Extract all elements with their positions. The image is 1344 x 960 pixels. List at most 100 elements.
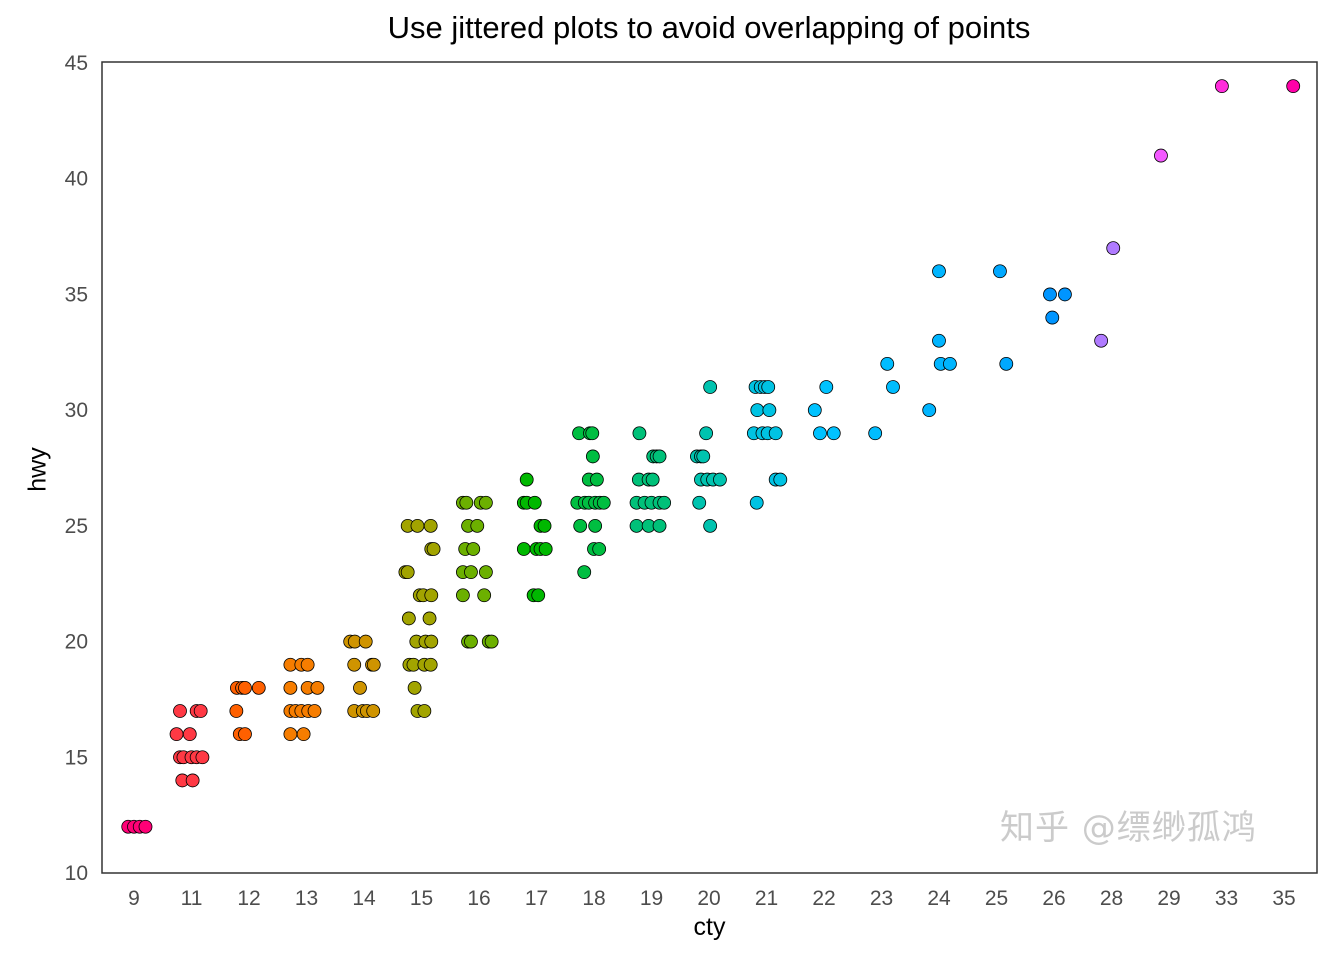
data-point (577, 565, 592, 580)
y-tick-label: 45 (65, 52, 88, 75)
y-tick-label: 30 (65, 399, 88, 422)
data-point (886, 380, 900, 394)
y-tick-label: 20 (65, 631, 88, 654)
data-point (1106, 241, 1121, 256)
x-tick-label: 9 (128, 887, 140, 910)
data-point (807, 403, 822, 418)
data-point (1094, 333, 1109, 348)
data-point (426, 542, 441, 556)
data-point (466, 542, 481, 556)
x-axis-label: cty (693, 913, 726, 941)
data-point (283, 680, 298, 695)
data-point (195, 750, 210, 765)
data-point (478, 565, 493, 580)
data-point (761, 380, 776, 394)
data-point (138, 819, 153, 834)
x-tick-label: 16 (467, 887, 490, 910)
data-point (519, 472, 534, 487)
data-point (585, 449, 600, 464)
y-tick-label: 25 (65, 515, 88, 538)
data-point (307, 704, 322, 718)
x-tick-label: 29 (1157, 887, 1180, 910)
data-point (424, 588, 439, 603)
data-point (358, 634, 373, 649)
data-point (353, 680, 367, 695)
data-point (826, 426, 841, 441)
data-point (1215, 79, 1229, 94)
panel-border (101, 61, 1318, 874)
data-point (1043, 287, 1057, 302)
data-point (773, 472, 788, 487)
y-tick-label: 15 (65, 746, 88, 769)
data-point (750, 403, 765, 418)
x-tick-label: 26 (1042, 887, 1065, 910)
x-tick-label: 15 (410, 887, 433, 910)
data-point (169, 727, 184, 742)
data-point (932, 333, 946, 348)
data-point (423, 657, 438, 672)
watermark: 知乎 @缥缈孤鸿 (1000, 808, 1257, 848)
data-point (943, 356, 957, 371)
data-point (585, 426, 600, 441)
data-point (713, 472, 727, 487)
data-point (417, 704, 432, 718)
x-tick-label: 12 (237, 887, 260, 910)
x-tick-label: 13 (295, 887, 318, 910)
data-point (455, 588, 470, 603)
data-point (629, 518, 644, 533)
data-point (407, 680, 422, 695)
x-tick-label: 21 (755, 887, 778, 910)
x-tick-label: 25 (985, 887, 1008, 910)
data-point (423, 518, 438, 533)
data-point (470, 518, 485, 533)
data-point (703, 380, 718, 394)
data-point (703, 518, 718, 533)
data-point (296, 727, 311, 742)
data-point (527, 495, 542, 510)
data-point (1154, 148, 1168, 163)
data-point (652, 518, 667, 533)
data-point (993, 264, 1007, 279)
x-tick-label: 11 (181, 887, 203, 910)
data-point (347, 657, 362, 672)
data-point (229, 704, 244, 718)
data-point (537, 518, 552, 533)
data-point (484, 634, 499, 649)
data-point (1045, 310, 1060, 325)
data-point (696, 449, 711, 464)
data-point (182, 727, 197, 742)
y-tick-label: 40 (65, 168, 88, 191)
points-layer (121, 79, 1301, 834)
y-tick-label: 10 (65, 862, 88, 885)
x-tick-label: 17 (525, 887, 548, 910)
data-point (645, 472, 660, 487)
data-point (424, 634, 439, 649)
data-point (173, 704, 187, 718)
data-point (310, 680, 325, 695)
data-point (880, 356, 895, 371)
x-tick-label: 22 (812, 887, 835, 910)
data-point (459, 495, 474, 510)
data-point (652, 449, 667, 464)
y-tick-label: 35 (65, 283, 88, 306)
data-point (657, 495, 672, 510)
data-point (422, 611, 437, 626)
data-point (464, 634, 478, 649)
data-point (531, 588, 546, 603)
data-point (1286, 79, 1301, 94)
data-point (516, 542, 531, 556)
data-point (410, 518, 425, 533)
data-point (185, 773, 200, 788)
data-point (589, 472, 604, 487)
x-tick-label: 14 (352, 887, 376, 910)
data-point (922, 403, 937, 418)
data-point (478, 495, 493, 510)
data-point (401, 611, 416, 626)
x-tick-label: 23 (870, 887, 893, 910)
data-point (749, 495, 764, 510)
data-point (283, 727, 298, 742)
data-point (464, 565, 478, 580)
data-point (538, 542, 553, 556)
data-point (699, 426, 714, 441)
data-point (300, 657, 315, 672)
